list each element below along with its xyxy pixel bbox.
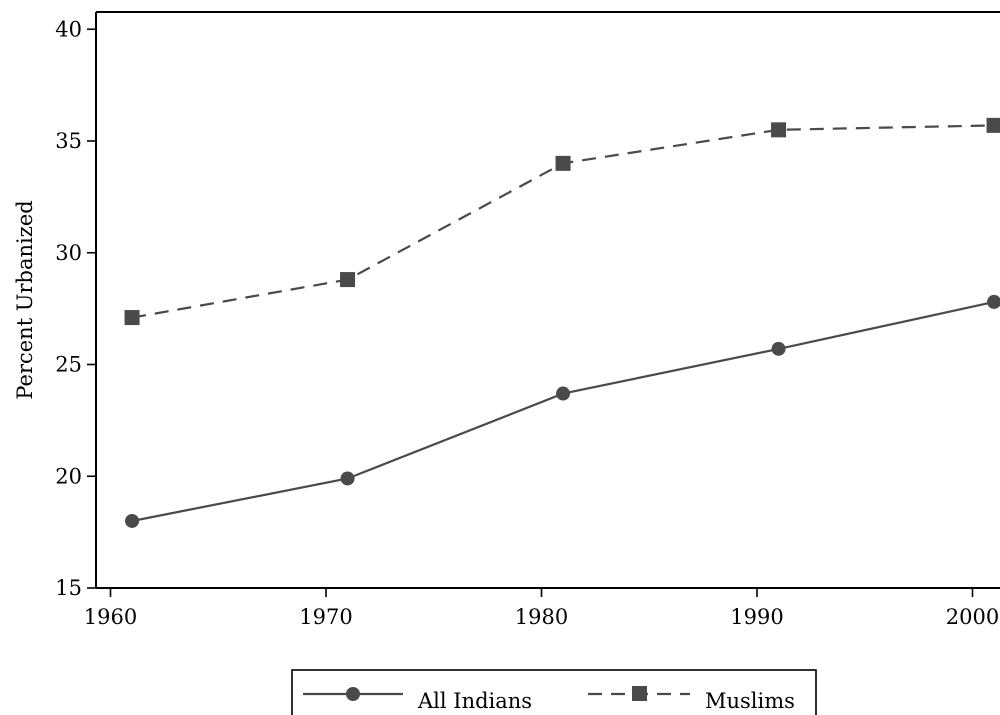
series-layer [124, 117, 1000, 528]
x-tick-label: 1980 [515, 605, 568, 629]
data-point-muslims [555, 155, 571, 171]
legend-all-indians-marker [346, 687, 360, 701]
data-point-all-indians [771, 341, 786, 356]
x-tick-label: 2000 [946, 605, 999, 629]
legend-muslims-marker [632, 686, 647, 701]
axes-layer [95, 11, 1000, 589]
x-tick-label: 1970 [299, 605, 352, 629]
y-axis-label: Percent Urbanized [13, 200, 37, 399]
x-tick-label: 1990 [730, 605, 783, 629]
y-tick-label: 35 [55, 129, 82, 153]
data-point-muslims [771, 122, 787, 138]
series-line-muslims [131, 124, 995, 319]
legend-label-muslims: Muslims [705, 689, 795, 713]
data-point-muslims [986, 117, 1000, 133]
y-tick-label: 30 [55, 241, 82, 265]
data-point-muslims [340, 272, 356, 288]
data-point-muslims [124, 310, 140, 326]
x-tick-label: 1960 [84, 605, 137, 629]
data-point-all-indians [987, 294, 1000, 309]
series-muslims [124, 117, 1000, 326]
legend: All Indians Muslims [291, 669, 817, 715]
legend-label-all-indians: All Indians [417, 689, 532, 713]
y-tick-label: 15 [55, 576, 82, 600]
y-tick-label: 20 [55, 464, 82, 488]
series-all-indians [125, 294, 1000, 528]
y-tick-label: 40 [55, 17, 82, 41]
data-point-all-indians [340, 471, 355, 486]
series-line-all-indians [131, 300, 995, 523]
data-point-all-indians [556, 386, 571, 401]
y-tick-label: 25 [55, 353, 82, 377]
data-point-all-indians [125, 513, 140, 528]
ticks-layer: 15 20 25 30 35 40 1960 1970 1980 1990 2000 [55, 17, 999, 629]
legend-box [291, 669, 817, 715]
